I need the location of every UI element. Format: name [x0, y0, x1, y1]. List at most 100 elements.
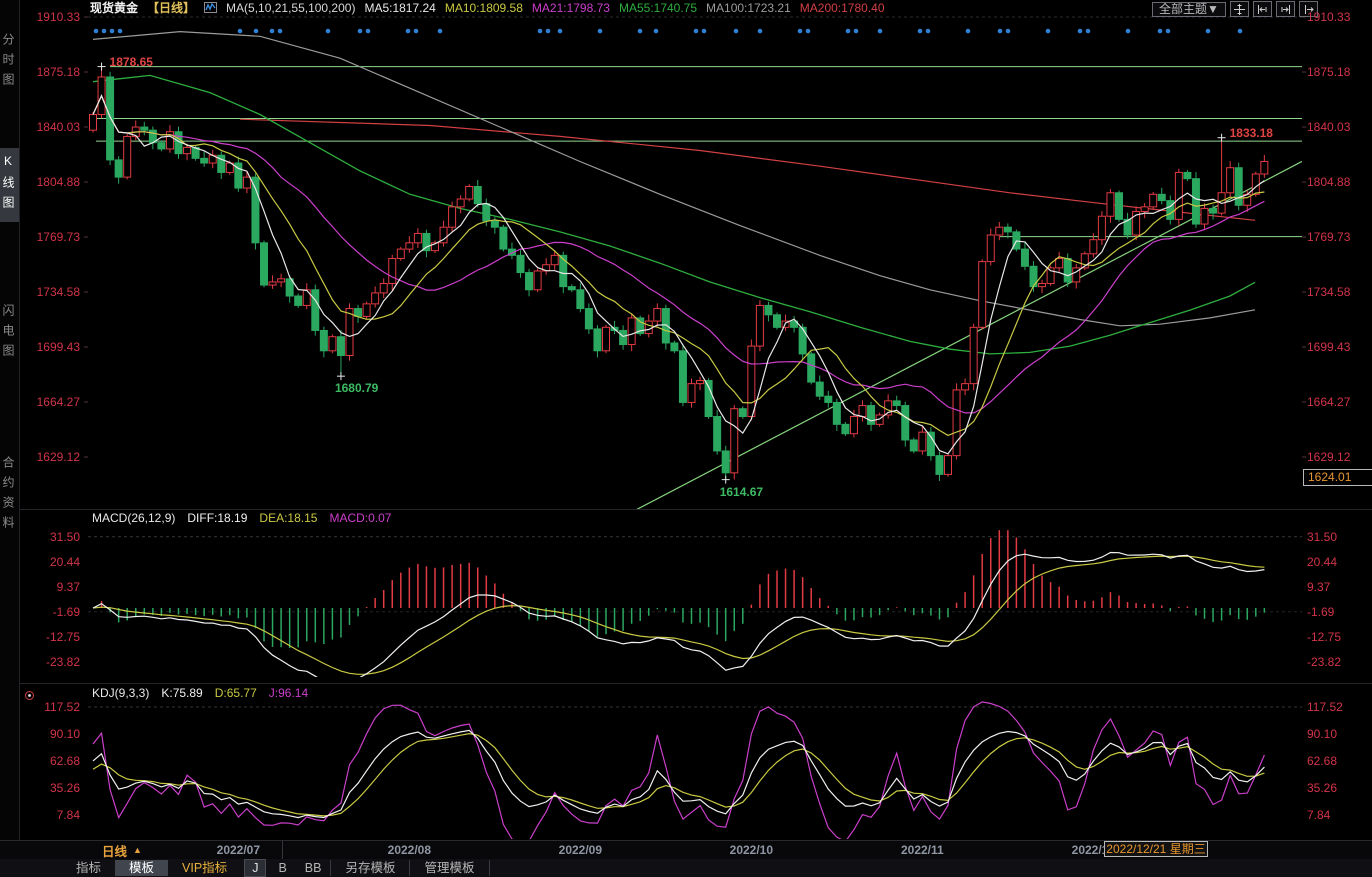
tab-preset-b[interactable]: B — [278, 861, 287, 875]
crosshair-price-box: 1624.01 — [1303, 469, 1372, 486]
indicator-icon — [204, 2, 218, 13]
axis-tick-label: 20.44 — [1307, 554, 1338, 569]
axis-tick-label: 31.50 — [1307, 529, 1338, 544]
kdj-title: KDJ(9,3,3) — [92, 686, 150, 700]
axis-tick-label: -1.69 — [52, 604, 80, 619]
axis-tick-label: 35.26 — [49, 781, 80, 795]
axis-tick-label: 90.10 — [49, 727, 80, 741]
price-annotation-low: 1680.79 — [334, 381, 379, 396]
tab-templates[interactable]: 模板 — [115, 860, 169, 876]
symbol-name: 现货黄金 — [90, 1, 139, 15]
axis-tick-label: 1840.03 — [1307, 119, 1351, 134]
period-label: 日线 — [102, 844, 128, 859]
period-selector[interactable]: 日线 ▲ — [88, 841, 283, 859]
axis-tick-label: 9.37 — [56, 579, 80, 594]
chart-header: 现货黄金 【日线】 MA(5,10,21,55,100,200) MA5:181… — [90, 0, 894, 16]
crosshair-move-icon[interactable] — [1229, 1, 1249, 17]
ma-value-label: MA10:1809.58 — [444, 0, 523, 15]
header-controls: 全部主题▼ — [1152, 1, 1318, 17]
indicator-settings-icon[interactable] — [24, 688, 35, 706]
sidebar-tab-0[interactable]: 分时图 — [1, 33, 15, 93]
axis-tick-label: 1734.58 — [1307, 284, 1351, 299]
tab-preset-bb[interactable]: BB — [296, 860, 332, 876]
ma-value-label: MA21:1798.73 — [531, 0, 610, 15]
sidebar-tab-1[interactable]: K线图 — [0, 148, 19, 222]
axis-tick-label: 1629.12 — [1307, 450, 1351, 464]
macd-panel[interactable] — [92, 530, 1266, 686]
tab-preset-j[interactable]: J — [244, 859, 267, 877]
macd-title: MACD(26,12,9) — [92, 511, 176, 525]
ma-value-label: MA100:1723.21 — [706, 0, 791, 15]
sidebar-tab-2[interactable]: 闪电图 — [1, 304, 15, 364]
axis-tick-label: 1910.33 — [36, 10, 80, 24]
ma-value-label: MA55:1740.75 — [618, 0, 698, 15]
axis-tick-label: 1910.33 — [1307, 10, 1351, 24]
axis-tick-label: 1734.58 — [36, 284, 80, 299]
axis-tick-label: 1699.43 — [1307, 339, 1351, 354]
month-tick-label: 2022/09 — [558, 843, 603, 857]
zoom-range-left-icon[interactable] — [1252, 1, 1272, 17]
month-tick-label: 2022/07 — [216, 843, 261, 857]
crosshair-date-box: 2022/12/21 星期三 — [1104, 841, 1208, 857]
tab-manage-template[interactable]: 管理模板 — [410, 860, 490, 876]
axis-tick-label: 20.44 — [49, 554, 80, 569]
axis-tick-label: 117.52 — [1307, 700, 1343, 714]
axis-tick-label: 117.52 — [44, 700, 80, 714]
axis-tick-label: -23.82 — [1307, 654, 1342, 669]
price-annotation-low: 1614.67 — [719, 484, 764, 499]
theme-dropdown-button[interactable]: 全部主题▼ — [1152, 1, 1226, 17]
axis-tick-label: 1769.73 — [36, 229, 80, 244]
tab-save-template[interactable]: 另存模板 — [331, 860, 411, 876]
axis-tick-label: -23.82 — [45, 654, 80, 669]
macd-header: MACD(26,12,9) DIFF:18.19 DEA:18.15 MACD:… — [92, 511, 391, 525]
macd-macd-value: MACD:0.07 — [329, 511, 392, 525]
ma-values: MA5:1817.24 MA10:1809.58 MA21:1798.73 MA55:… — [364, 1, 893, 15]
macd-dea-value: DEA:18.15 — [259, 511, 318, 525]
axis-tick-label: 1804.88 — [1307, 174, 1351, 189]
month-tick-label: 2022/10 — [729, 843, 774, 857]
axis-tick-label: 1840.03 — [36, 119, 80, 134]
axis-tick-label: 7.84 — [1307, 808, 1331, 822]
axis-tick-label: -12.75 — [45, 629, 80, 644]
axis-tick-label: 1664.27 — [1307, 395, 1351, 409]
axis-tick-label: 1769.73 — [1307, 229, 1351, 244]
event-markers-row[interactable] — [93, 28, 1243, 34]
axis-tick-label: 62.68 — [49, 754, 80, 768]
bottom-toolbar: 指标 模板 VIP指标 J B BB 另存模板 管理模板 — [0, 859, 1372, 877]
price-annotation-high: 1878.65 — [109, 54, 153, 69]
shift-range-right-icon[interactable] — [1298, 1, 1318, 17]
sidebar: 分时图 K线图闪电图合约资料 — [0, 0, 20, 860]
price-annotation-high: 1833.18 — [1229, 125, 1273, 140]
tab-indicators[interactable]: 指标 — [76, 861, 102, 875]
price-axis-right: 1910.33 1875.18 1840.03 1804.88 1769.73 1734.… — [1304, 0, 1372, 860]
month-tick-label: 2022/08 — [387, 843, 432, 857]
axis-tick-label: 1699.43 — [36, 339, 80, 354]
candlestick-series — [89, 66, 1269, 481]
axis-tick-label: 7.84 — [56, 808, 80, 822]
tab-vip-indicators[interactable]: VIP指标 — [182, 861, 228, 875]
kdj-j-value: J:96.14 — [268, 686, 309, 700]
kdj-panel[interactable] — [92, 701, 1265, 843]
axis-tick-label: 1875.18 — [36, 64, 80, 79]
axis-tick-label: 1804.88 — [36, 174, 80, 189]
ma-value-label: MA200:1780.40 — [799, 0, 885, 15]
axis-tick-label: -1.69 — [1307, 604, 1335, 619]
period-tag: 【日线】 — [147, 1, 196, 15]
axis-tick-label: 1629.12 — [36, 450, 80, 464]
axis-tick-label: 90.10 — [1307, 727, 1338, 741]
zoom-range-right-icon[interactable] — [1275, 1, 1295, 17]
kdj-header: KDJ(9,3,3) K:75.89 D:65.77 J:96.14 — [92, 686, 308, 700]
macd-diff-value: DIFF:18.19 — [187, 511, 248, 525]
period-arrow-icon: ▲ — [133, 845, 142, 855]
ma-value-label: MA5:1817.24 — [364, 0, 436, 15]
axis-tick-label: 1664.27 — [36, 395, 80, 409]
axis-tick-label: -12.75 — [1307, 629, 1342, 644]
sidebar-tab-3[interactable]: 合约资料 — [1, 456, 15, 536]
axis-tick-label: 31.50 — [49, 529, 80, 544]
kdj-k-value: K:75.89 — [161, 686, 203, 700]
ma-params-label: MA(5,10,21,55,100,200) — [226, 0, 356, 15]
main-price-panel[interactable] — [89, 30, 1303, 512]
kdj-d-value: D:65.77 — [214, 686, 257, 700]
